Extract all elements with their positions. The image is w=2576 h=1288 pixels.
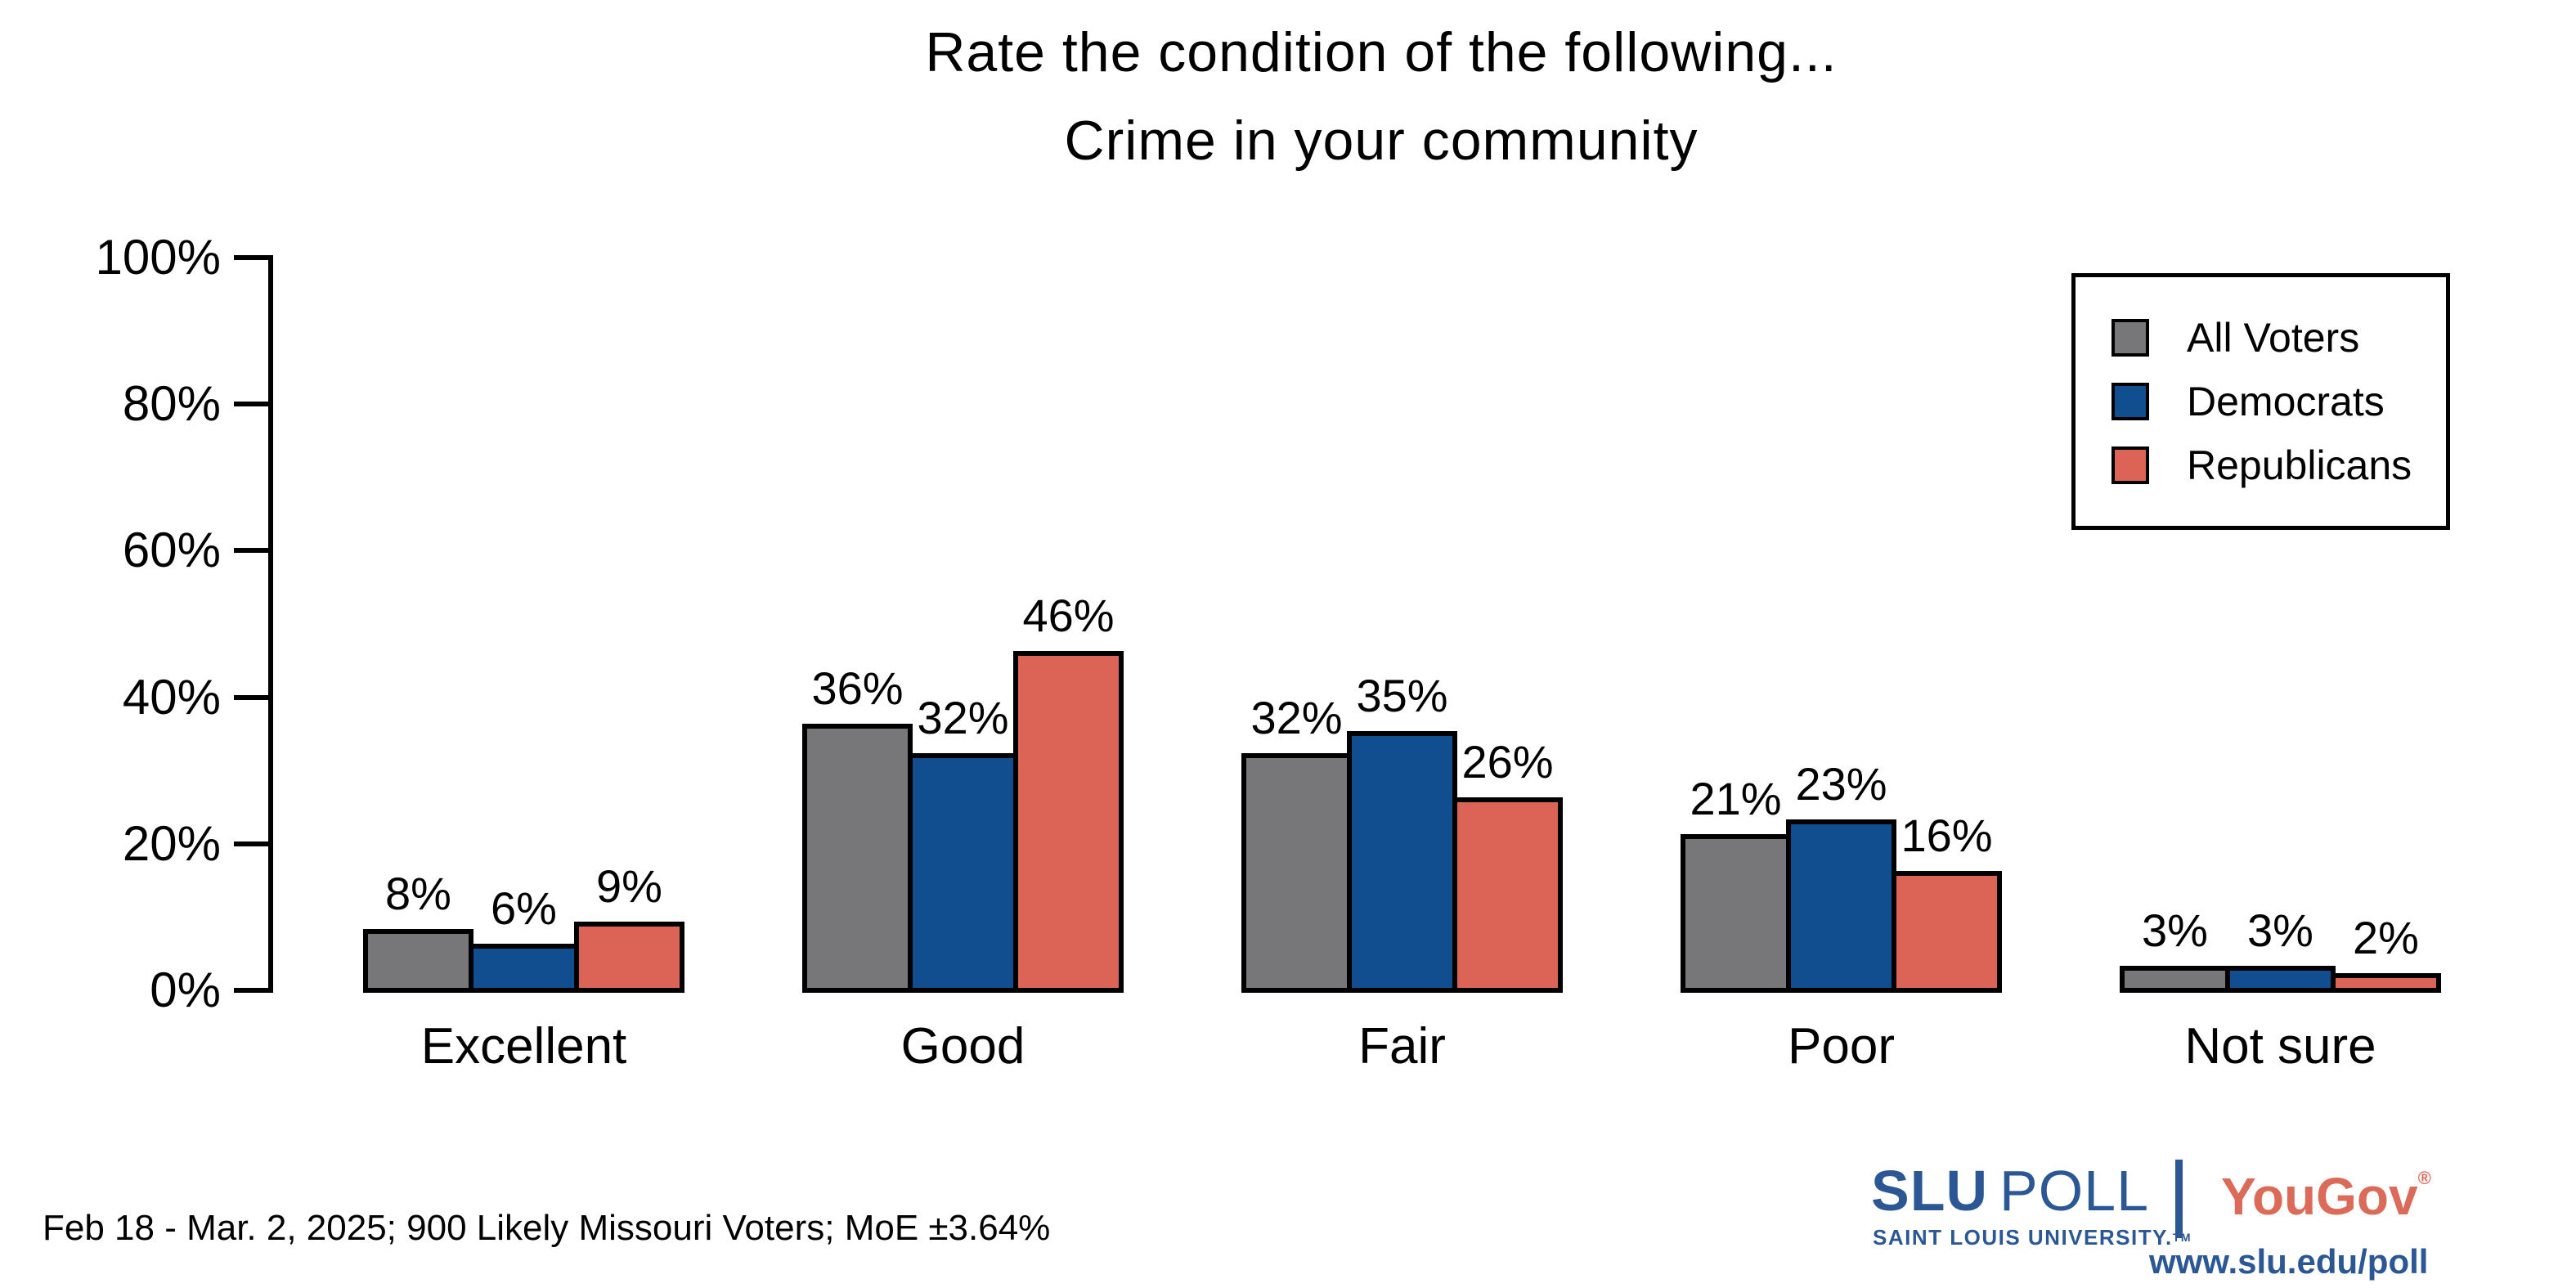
- legend-swatch-all-voters: [2112, 319, 2149, 357]
- yougov-text: YouGov: [2221, 1167, 2418, 1226]
- slu-poll-url: www.slu.edu/poll: [2149, 1242, 2429, 1281]
- y-tick-label: 20%: [122, 815, 221, 871]
- bar-value-label: 32%: [917, 692, 1009, 744]
- bar-all-voters: [1241, 753, 1352, 993]
- bar-value-label: 26%: [1461, 736, 1554, 788]
- legend-swatch-republicans: [2112, 447, 2149, 484]
- legend-item: Republicans: [2112, 443, 2446, 487]
- y-tick-label: 80%: [122, 376, 221, 432]
- y-tick: [234, 841, 268, 846]
- bar-all-voters: [363, 929, 473, 993]
- bar-value-label: 9%: [596, 860, 662, 913]
- category-label: Good: [900, 1018, 1025, 1075]
- legend-label: Republicans: [2187, 442, 2412, 488]
- y-tick-label: 40%: [122, 669, 221, 725]
- logo-divider-bar: [2175, 1160, 2183, 1238]
- legend-label: All Voters: [2187, 315, 2360, 361]
- y-tick-label: 100%: [95, 230, 221, 285]
- y-tick: [234, 402, 268, 407]
- category-label: Poor: [1788, 1018, 1895, 1075]
- bar-value-label: 36%: [811, 662, 904, 715]
- bar-republicans: [1892, 870, 2002, 993]
- y-tick: [234, 988, 268, 993]
- bar-value-label: 35%: [1356, 670, 1448, 722]
- category-label: Fair: [1358, 1018, 1446, 1075]
- legend-box: All Voters Democrats Republicans: [2071, 273, 2450, 530]
- category-label: Excellent: [420, 1018, 627, 1075]
- registered-mark: ®: [2417, 1168, 2431, 1188]
- bar-republicans: [574, 922, 684, 993]
- y-tick: [234, 694, 268, 700]
- legend-item: Democrats: [2112, 379, 2446, 424]
- bar-republicans: [1013, 650, 1124, 993]
- bar-democrats: [2225, 966, 2336, 993]
- chart-title-line1: Rate the condition of the following...: [925, 21, 1838, 83]
- slu-university-text: SAINT LOUIS UNIVERSITY.: [1873, 1225, 2173, 1250]
- bar-value-label: 3%: [2142, 904, 2208, 957]
- yougov-logo: YouGov®: [2221, 1166, 2431, 1227]
- category-label: Not sure: [2184, 1018, 2376, 1075]
- bar-democrats: [469, 944, 579, 993]
- bar-value-label: 23%: [1795, 757, 1887, 810]
- bar-democrats: [1786, 819, 1896, 993]
- bar-all-voters: [2120, 966, 2230, 993]
- y-axis-line: [268, 255, 273, 993]
- bar-value-label: 2%: [2353, 912, 2419, 964]
- y-tick-label: 0%: [150, 963, 221, 1017]
- legend-item: All Voters: [2112, 316, 2446, 360]
- slu-logo-bold-text: SLU: [1871, 1159, 1988, 1223]
- bar-value-label: 21%: [1690, 772, 1782, 824]
- chart-title: Rate the condition of the following... C…: [268, 8, 2494, 185]
- legend-swatch-democrats: [2112, 383, 2149, 420]
- bar-democrats: [908, 753, 1018, 993]
- bar-all-voters: [802, 724, 913, 993]
- bar-all-voters: [1681, 833, 1791, 993]
- chart-title-line2: Crime in your community: [1064, 110, 1699, 172]
- bar-republicans: [2331, 973, 2441, 993]
- slu-poll-logo: SLU POLL: [1871, 1156, 2149, 1225]
- survey-footnote: Feb 18 - Mar. 2, 2025; 900 Likely Missou…: [43, 1208, 1051, 1248]
- y-tick: [234, 548, 268, 554]
- bar-value-label: 3%: [2247, 904, 2313, 957]
- bar-democrats: [1347, 731, 1457, 993]
- bar-value-label: 8%: [385, 868, 451, 920]
- bar-value-label: 16%: [1901, 809, 1993, 861]
- bar-value-label: 6%: [491, 882, 557, 935]
- slu-university-subtitle: SAINT LOUIS UNIVERSITY.TM: [1873, 1225, 2192, 1250]
- bar-value-label: 46%: [1022, 589, 1115, 641]
- y-tick-label: 60%: [122, 523, 221, 578]
- bar-value-label: 32%: [1250, 692, 1343, 744]
- slu-logo-light-text: POLL: [1999, 1159, 2149, 1223]
- legend-label: Democrats: [2187, 379, 2385, 424]
- bar-republicans: [1452, 797, 1563, 993]
- y-tick: [234, 255, 268, 260]
